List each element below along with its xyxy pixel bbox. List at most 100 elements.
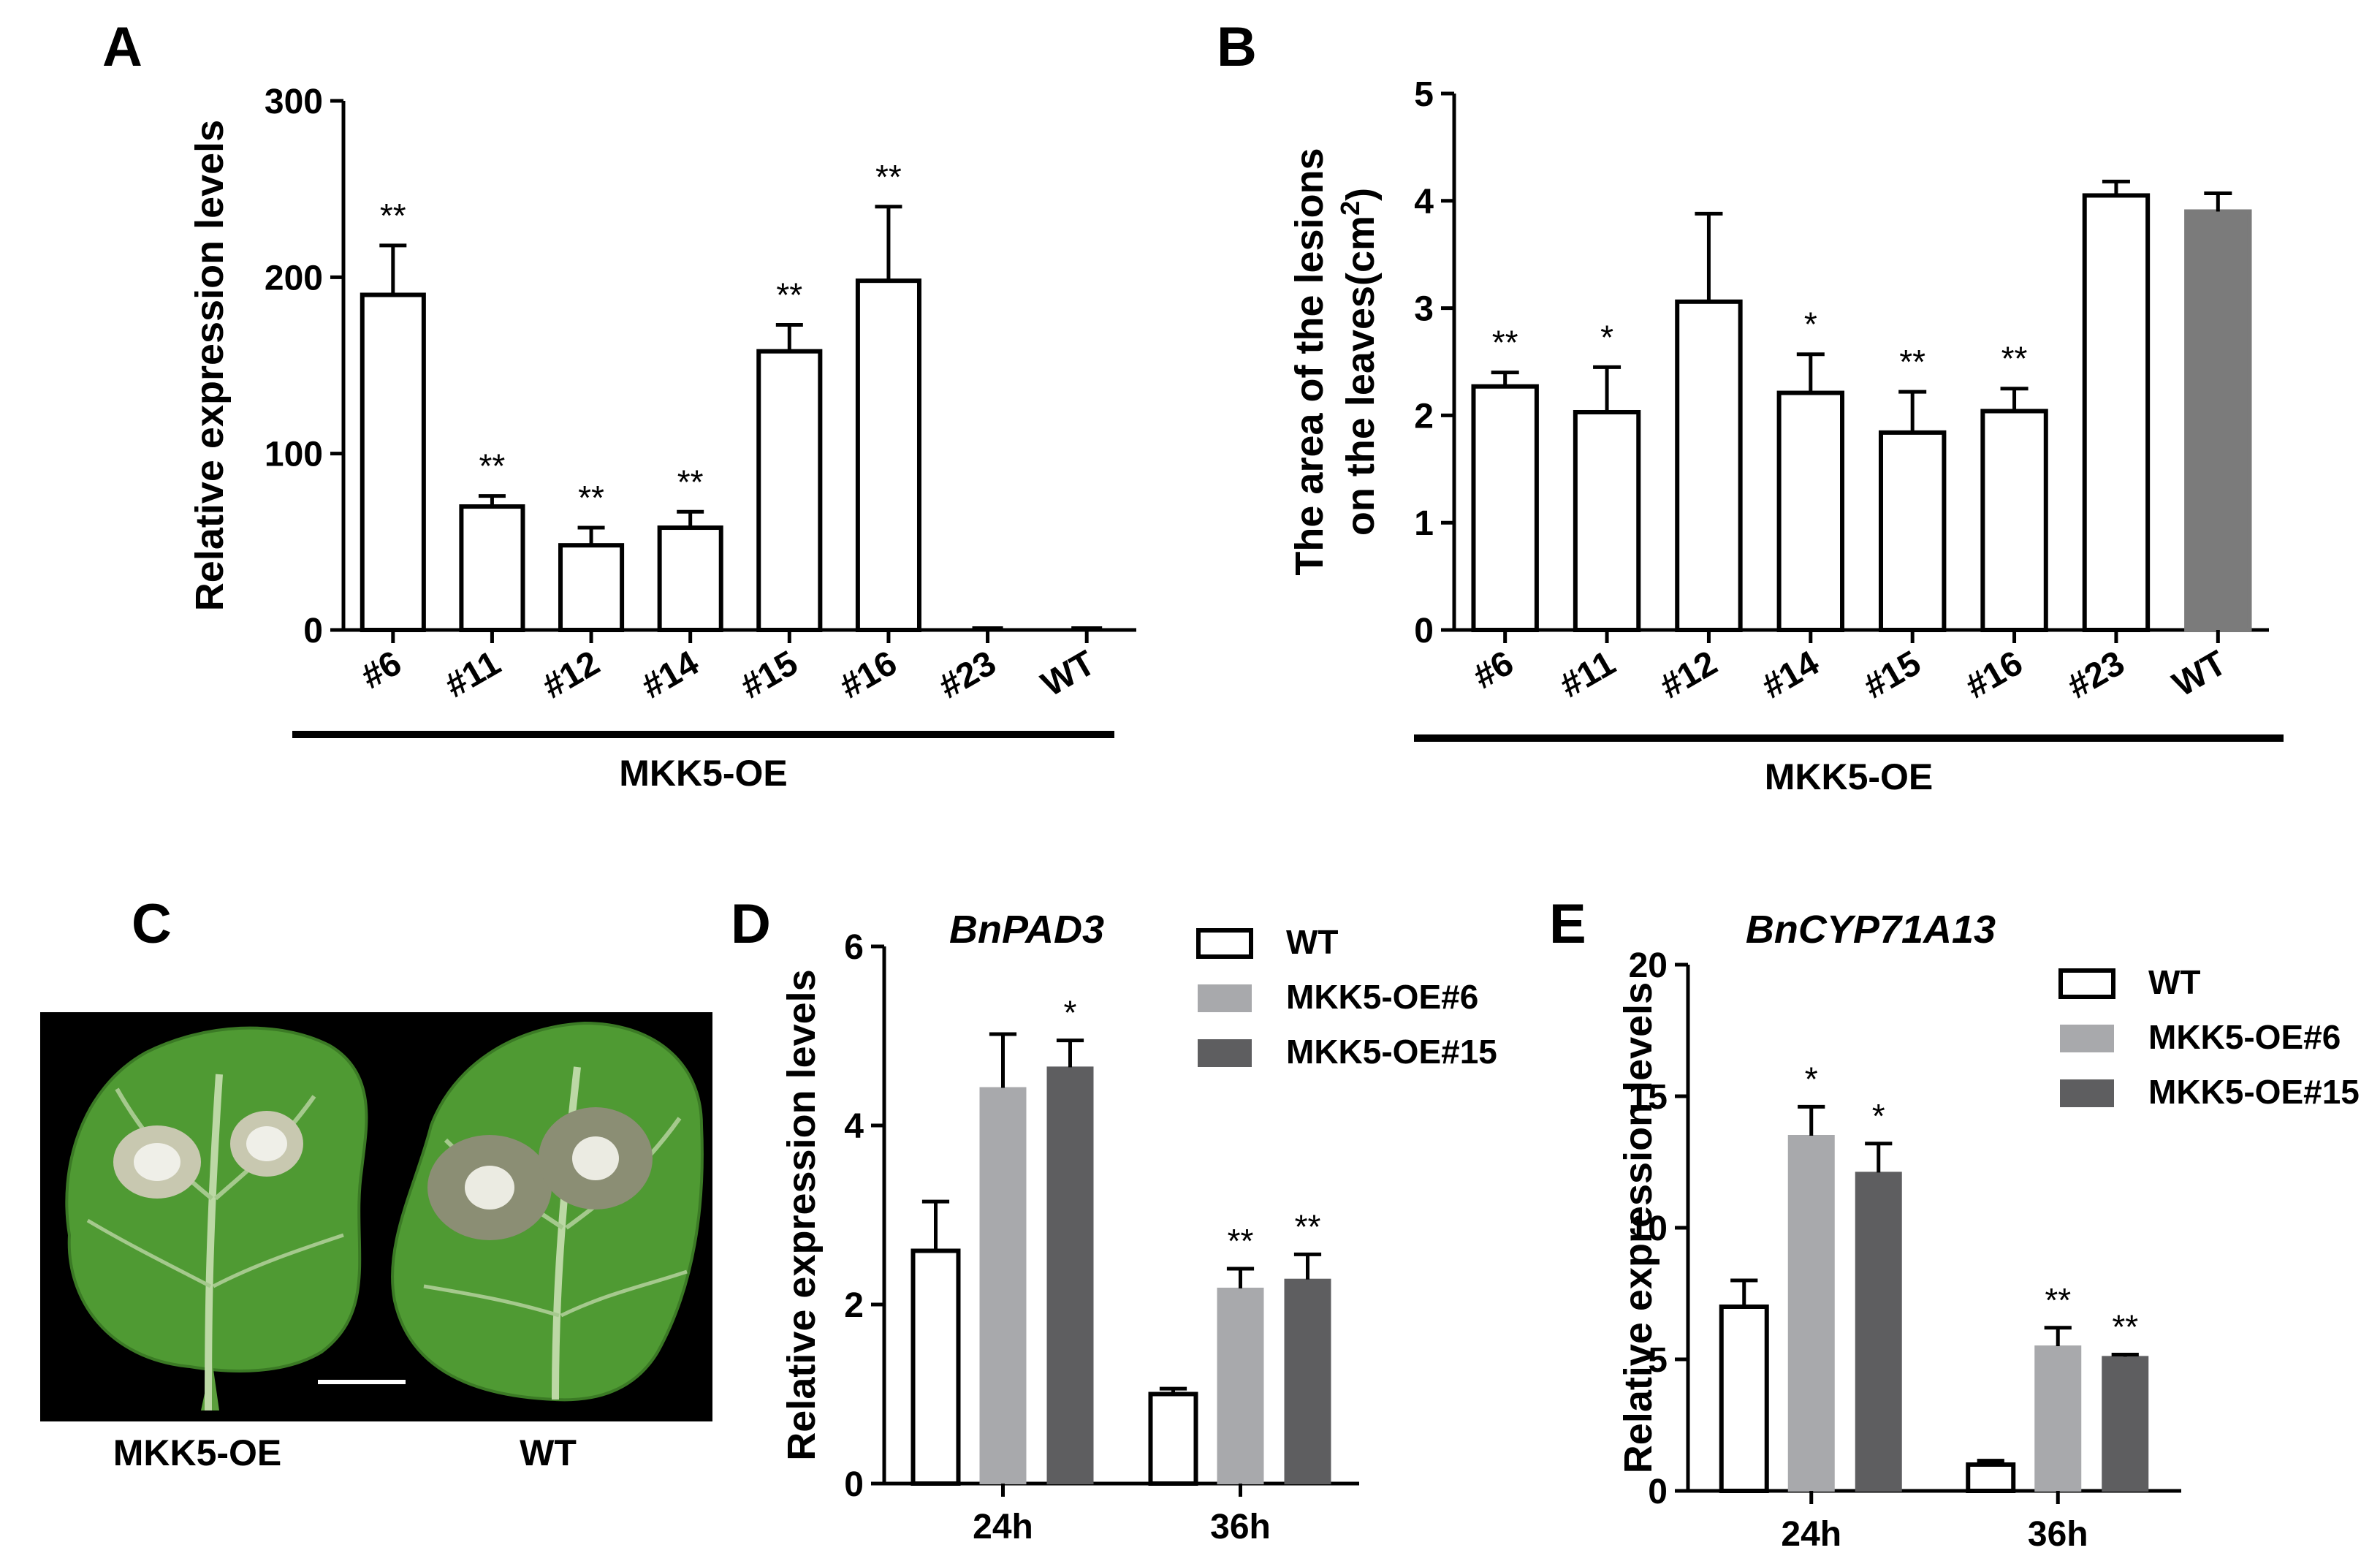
significance-label: ** bbox=[2045, 1281, 2071, 1319]
y-tick-label: 0 bbox=[1648, 1473, 1668, 1511]
x-tick-label: 24h bbox=[1781, 1515, 1841, 1553]
y-axis-label-line1: The area of the lesions bbox=[1288, 148, 1331, 575]
y-tick-label: 0 bbox=[303, 612, 323, 650]
panel-label-b: B bbox=[1217, 16, 1257, 78]
bar bbox=[1787, 1135, 1835, 1492]
bar bbox=[1573, 409, 1641, 632]
significance-label: ** bbox=[776, 276, 802, 314]
bar bbox=[1046, 1066, 1094, 1484]
significance-label: ** bbox=[1295, 1207, 1321, 1245]
x-tick-label: #12 bbox=[536, 644, 607, 707]
significance-label: ** bbox=[479, 447, 506, 485]
x-tick-label: #16 bbox=[834, 644, 904, 707]
legend-swatch bbox=[2058, 968, 2115, 999]
y-tick-label: 200 bbox=[265, 259, 323, 297]
significance-label: * bbox=[1064, 994, 1077, 1032]
y-tick-label: 6 bbox=[844, 928, 864, 967]
bar bbox=[979, 1087, 1027, 1485]
y-axis-label: Relative expression levels bbox=[188, 120, 232, 611]
x-tick-label: #23 bbox=[2061, 644, 2132, 707]
y-axis-label-close: ) bbox=[1339, 188, 1383, 201]
bar bbox=[2184, 209, 2252, 633]
bar bbox=[558, 543, 625, 632]
significance-label: * bbox=[1804, 305, 1817, 343]
y-tick-label: 300 bbox=[265, 83, 323, 121]
y-axis-label-line2: on the leaves(cm2) bbox=[1335, 188, 1383, 536]
x-tick-label: #15 bbox=[734, 644, 805, 707]
leaf-wt bbox=[391, 1021, 704, 1402]
legend-label: MKK5-OE#6 bbox=[1286, 978, 1478, 1016]
y-tick-label: 100 bbox=[265, 436, 323, 474]
x-tick-label: #15 bbox=[1858, 644, 1928, 707]
legend-label: MKK5-OE#15 bbox=[1286, 1033, 1497, 1071]
legend-swatch bbox=[1196, 928, 1253, 959]
legend-swatch bbox=[1198, 1039, 1252, 1067]
y-tick-label: 4 bbox=[1414, 183, 1434, 221]
bar bbox=[1966, 1462, 2016, 1493]
bar bbox=[1719, 1305, 1769, 1493]
chart-b: 0 1 2 3 4 5 ** #6 * #11 #12 * #14 ** #15 ** #16 #23 WT MKK5… bbox=[1288, 75, 2284, 797]
significance-label: ** bbox=[677, 463, 704, 501]
y-tick-label: 0 bbox=[1414, 612, 1434, 650]
chart-a: 0 100 200 300 ** #6 ** #11 ** #12 ** #14 ** #15 ** #16 #… bbox=[188, 83, 1136, 794]
x-tick-label: #23 bbox=[932, 644, 1003, 707]
x-tick-label: 36h bbox=[1210, 1508, 1271, 1546]
x-tick-label: 36h bbox=[2028, 1515, 2088, 1553]
bar bbox=[910, 1248, 961, 1486]
panel-label-a: A bbox=[102, 16, 142, 78]
panel-label-c: C bbox=[132, 893, 172, 955]
x-tick-label: WT bbox=[2167, 644, 2233, 705]
bar bbox=[1471, 384, 1539, 632]
significance-label: * bbox=[1805, 1060, 1818, 1098]
legend-swatch bbox=[2060, 1025, 2114, 1052]
y-tick-label: 5 bbox=[1414, 75, 1434, 114]
bar bbox=[1675, 299, 1743, 632]
legend-label: WT bbox=[2148, 963, 2201, 1001]
y-tick-label: 15 bbox=[1629, 1078, 1668, 1117]
leaf-label-mkk5-oe: MKK5-OE bbox=[113, 1432, 282, 1473]
scale-bar bbox=[318, 1380, 406, 1384]
leaf-mkk5-oe bbox=[65, 1026, 368, 1411]
y-axis-label: Relative expression levels bbox=[1616, 982, 1660, 1473]
significance-label: ** bbox=[1899, 343, 1925, 381]
y-tick-label: 4 bbox=[844, 1107, 864, 1146]
leaf-label-wt: WT bbox=[520, 1432, 577, 1473]
significance-label: ** bbox=[2112, 1308, 2138, 1346]
legend-label: MKK5-OE#6 bbox=[2148, 1018, 2341, 1056]
chart-title: BnCYP71A13 bbox=[1746, 908, 1996, 952]
y-axis-label-superscript: 2 bbox=[1335, 201, 1365, 216]
bar bbox=[459, 504, 525, 632]
group-label: MKK5-OE bbox=[1765, 756, 1934, 797]
bar bbox=[1855, 1172, 1902, 1492]
y-tick-label: 0 bbox=[844, 1465, 864, 1504]
bar bbox=[2034, 1345, 2082, 1492]
x-tick-label: 24h bbox=[973, 1508, 1033, 1546]
x-tick-label: WT bbox=[1035, 644, 1102, 705]
bar bbox=[1980, 409, 2048, 632]
chart-d: 0 2 4 6 * 24h ** ** 36h BnPAD3 Relative expression… bbox=[780, 908, 1497, 1546]
y-tick-label: 20 bbox=[1629, 946, 1668, 985]
y-tick-label: 5 bbox=[1648, 1341, 1668, 1380]
bar bbox=[1878, 430, 1947, 632]
y-tick-label: 10 bbox=[1629, 1210, 1668, 1248]
bar bbox=[1284, 1278, 1331, 1484]
x-tick-label: #14 bbox=[635, 643, 705, 706]
group-label: MKK5-OE bbox=[619, 753, 788, 794]
x-tick-label: #11 bbox=[438, 644, 507, 706]
significance-label: ** bbox=[875, 158, 902, 196]
x-tick-label: #6 bbox=[355, 644, 408, 697]
bar bbox=[2102, 1356, 2149, 1492]
legend-swatch bbox=[1198, 984, 1252, 1012]
x-tick-label: #16 bbox=[1959, 644, 2029, 707]
significance-label: * bbox=[1600, 318, 1613, 356]
significance-label: ** bbox=[380, 197, 406, 235]
leaf-photo bbox=[40, 1012, 712, 1421]
legend-label: WT bbox=[1286, 923, 1339, 961]
bar bbox=[756, 349, 823, 632]
y-tick-label: 2 bbox=[844, 1286, 864, 1325]
y-axis-label-text: on the leaves(cm bbox=[1339, 216, 1383, 536]
y-axis-label: Relative expression levels bbox=[780, 969, 824, 1460]
bar bbox=[1148, 1391, 1198, 1486]
significance-label: ** bbox=[1228, 1222, 1254, 1260]
